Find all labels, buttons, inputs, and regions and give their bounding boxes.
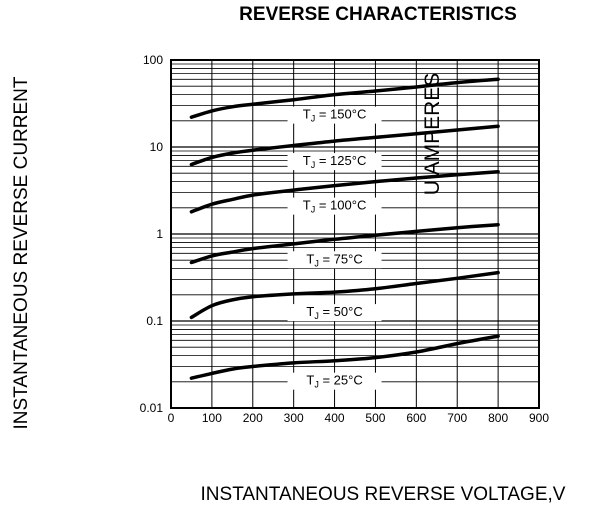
x-tick-label: 500 [365, 411, 385, 425]
series-label: TJ = 150°C [303, 107, 367, 124]
series-label: TJ = 125°C [303, 153, 367, 170]
y-tick-label: 0.1 [146, 314, 163, 328]
series-label: TJ = 75°C [306, 251, 362, 268]
series-curve-2 [189, 169, 500, 214]
y-tick-label: 0.01 [140, 401, 164, 415]
x-tick-label: 100 [202, 411, 222, 425]
series-label: TJ = 50°C [306, 304, 362, 321]
tick-layer: 0 100 200 300 400 500 600 700 800 900 0.01 0.1 1 10 10… [140, 53, 550, 425]
series-curve-3 [189, 222, 500, 265]
x-tick-label: 700 [447, 411, 467, 425]
series-curve-1 [189, 124, 500, 167]
y-tick-label: 100 [143, 53, 163, 67]
x-tick-label: 600 [406, 411, 426, 425]
series-curve-4 [189, 270, 500, 320]
label-layer: TJ = 150°C TJ = 125°C TJ = 100°C TJ = 75°C T… [287, 106, 382, 390]
x-axis-title: INSTANTANEOUS REVERSE VOLTAGE,V [201, 484, 566, 505]
series-curve-0 [189, 77, 500, 119]
series-label: TJ = 25°C [306, 373, 362, 390]
series-label-bg [287, 197, 382, 215]
x-tick-label: 800 [488, 411, 508, 425]
chart-title: REVERSE CHARACTERISTICS [239, 4, 517, 25]
series-label: TJ = 100°C [303, 198, 367, 215]
series-label-bg [287, 251, 382, 269]
y-axis-title: INSTANTANEOUS REVERSE CURRENT [11, 76, 32, 429]
plot-frame [170, 59, 540, 409]
series-label-bg [287, 372, 382, 390]
series-label-bg [287, 153, 382, 171]
series-curve-5 [189, 334, 500, 380]
y-tick-label: 1 [156, 227, 163, 241]
series-layer [189, 77, 500, 380]
x-tick-label: 200 [243, 411, 263, 425]
x-tick-label: 900 [529, 411, 549, 425]
y-unit-label: U AMPERES [421, 73, 444, 196]
x-tick-label: 400 [325, 411, 345, 425]
series-label-bg [287, 106, 382, 124]
x-tick-label: 0 [168, 411, 175, 425]
y-tick-label: 10 [150, 140, 164, 154]
series-label-bg [287, 304, 382, 322]
x-tick-label: 300 [284, 411, 304, 425]
